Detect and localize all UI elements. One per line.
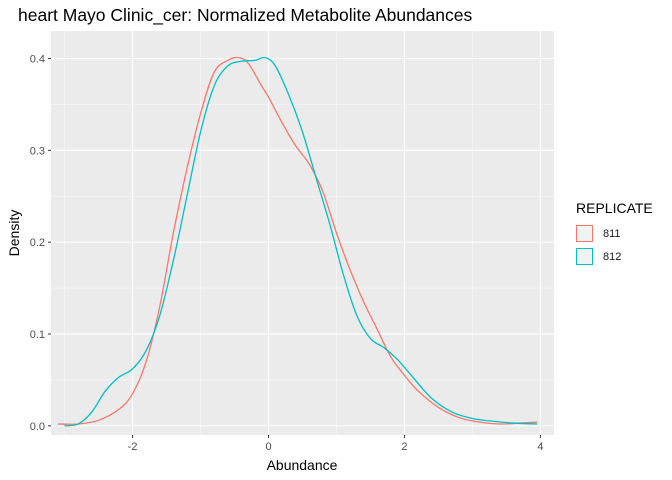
y-tick-label: 0.1 [30, 329, 45, 341]
plot-panel [51, 31, 554, 435]
density-curve-812 [64, 56, 538, 427]
legend-key-811 [576, 225, 593, 242]
y-tick-label: 0.0 [30, 421, 45, 433]
legend: REPLICATE 811 812 [576, 200, 653, 268]
x-tick-label: -2 [128, 441, 138, 453]
x-tick-label: 0 [265, 441, 271, 453]
axis-ticks: -2 0 2 4 0.0 0.1 0.2 0.3 0.4 [30, 54, 544, 453]
legend-key-812 [576, 248, 593, 265]
y-tick-label: 0.4 [30, 54, 45, 66]
y-tick-label: 0.3 [30, 145, 45, 157]
x-axis-label: Abundance [267, 457, 338, 473]
y-tick-label: 0.2 [30, 237, 45, 249]
legend-label-811: 811 [603, 227, 621, 240]
density-curves [57, 56, 538, 427]
legend-label-812: 812 [603, 250, 622, 263]
x-tick-label: 4 [537, 441, 543, 453]
legend-item-811: 811 [576, 222, 653, 245]
density-curve-811 [57, 56, 538, 425]
y-axis-label: Density [6, 210, 22, 257]
chart-title: heart Mayo Clinic_cer: Normalized Metabo… [18, 5, 473, 25]
legend-title: REPLICATE [576, 200, 653, 216]
legend-item-812: 812 [576, 245, 653, 268]
x-tick-label: 2 [401, 441, 407, 453]
minor-gridlines [51, 31, 554, 435]
